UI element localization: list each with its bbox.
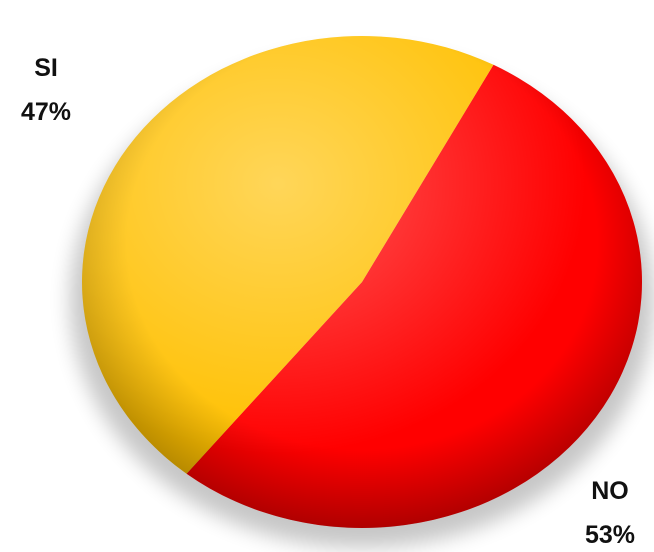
- label-no-category: NO: [591, 477, 629, 505]
- label-si-category: SI: [34, 54, 58, 82]
- pie-highlight: [82, 36, 642, 528]
- label-si: SI 47%: [21, 54, 71, 126]
- label-no-percent: 53%: [585, 521, 635, 549]
- label-si-percent: 47%: [21, 98, 71, 126]
- label-no: NO 53%: [585, 477, 635, 549]
